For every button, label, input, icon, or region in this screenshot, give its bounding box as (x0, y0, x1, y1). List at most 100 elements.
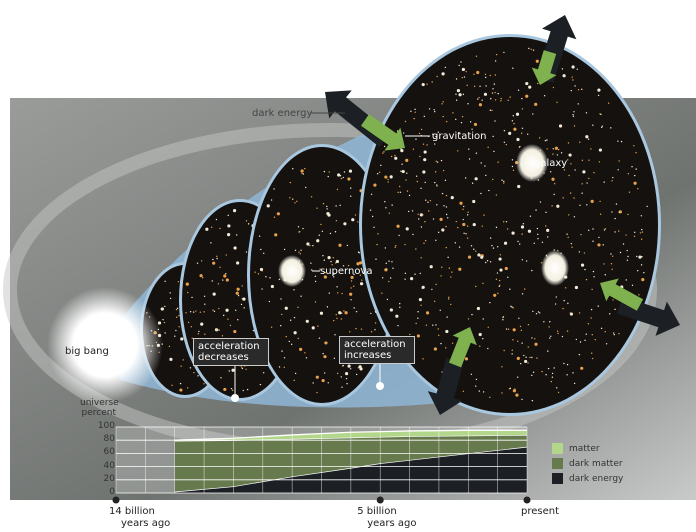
star (344, 372, 349, 376)
star (192, 311, 195, 313)
star (633, 145, 635, 147)
star (347, 364, 351, 368)
star (487, 347, 489, 350)
star (506, 228, 509, 230)
star (494, 120, 496, 122)
star (433, 347, 437, 351)
star (537, 311, 540, 313)
star (571, 76, 573, 78)
star (290, 343, 293, 346)
star (349, 331, 351, 333)
star (480, 162, 482, 164)
star (276, 212, 280, 216)
star (511, 353, 513, 355)
star (489, 74, 491, 77)
star (164, 305, 166, 308)
star (610, 127, 612, 129)
star (317, 325, 319, 327)
star (569, 312, 572, 314)
x-tick-label: 5 billion years ago (357, 506, 417, 529)
boundary-matter (174, 429, 527, 441)
star (493, 150, 495, 153)
star (359, 282, 364, 286)
star (310, 196, 313, 198)
star (293, 379, 295, 382)
star (222, 314, 225, 317)
star (414, 108, 416, 111)
star (343, 310, 345, 312)
star (168, 345, 171, 348)
star (503, 182, 505, 184)
star (478, 96, 480, 99)
star (394, 154, 396, 157)
star (245, 368, 247, 370)
star (402, 132, 405, 134)
star (242, 297, 246, 301)
star (531, 356, 533, 359)
star (447, 217, 449, 219)
star (335, 220, 338, 222)
star (185, 282, 189, 286)
star (620, 140, 623, 143)
star (546, 139, 548, 141)
star (302, 227, 304, 230)
star (223, 387, 227, 392)
star (342, 176, 345, 179)
star (423, 242, 425, 244)
star (197, 333, 200, 335)
star (205, 227, 209, 231)
star (532, 310, 534, 313)
star (370, 312, 372, 315)
star (296, 200, 298, 202)
star (549, 321, 551, 323)
star (314, 280, 317, 283)
star (590, 199, 594, 204)
star (497, 292, 499, 295)
star (441, 266, 443, 268)
star (314, 301, 317, 303)
star (521, 342, 523, 344)
star (160, 307, 164, 311)
star (400, 170, 402, 172)
star (512, 389, 516, 393)
star (514, 388, 516, 390)
star (360, 267, 362, 270)
star (432, 133, 434, 135)
star (503, 141, 506, 143)
star (495, 278, 498, 281)
star (203, 311, 205, 313)
star (610, 263, 613, 265)
star (216, 255, 218, 258)
star (297, 226, 300, 228)
star (284, 306, 288, 310)
star (375, 258, 377, 260)
star (573, 382, 576, 385)
star (311, 326, 315, 330)
star (448, 296, 450, 299)
star (489, 237, 492, 239)
star (326, 208, 328, 210)
star (278, 366, 281, 368)
star (507, 276, 509, 279)
star (570, 89, 572, 92)
star (374, 329, 376, 331)
star (378, 171, 381, 173)
star (578, 251, 581, 253)
star (557, 332, 559, 335)
star (377, 233, 379, 235)
star (425, 311, 430, 315)
star (252, 329, 255, 332)
decreases-marker (231, 394, 239, 402)
star (204, 333, 206, 335)
star (195, 310, 197, 312)
star (521, 127, 524, 130)
star (549, 337, 551, 339)
star (302, 173, 305, 175)
star (581, 88, 583, 91)
star (185, 312, 187, 314)
time-marker (376, 496, 384, 504)
star (452, 112, 454, 114)
star (444, 179, 447, 182)
star (567, 302, 569, 305)
star (389, 308, 393, 312)
